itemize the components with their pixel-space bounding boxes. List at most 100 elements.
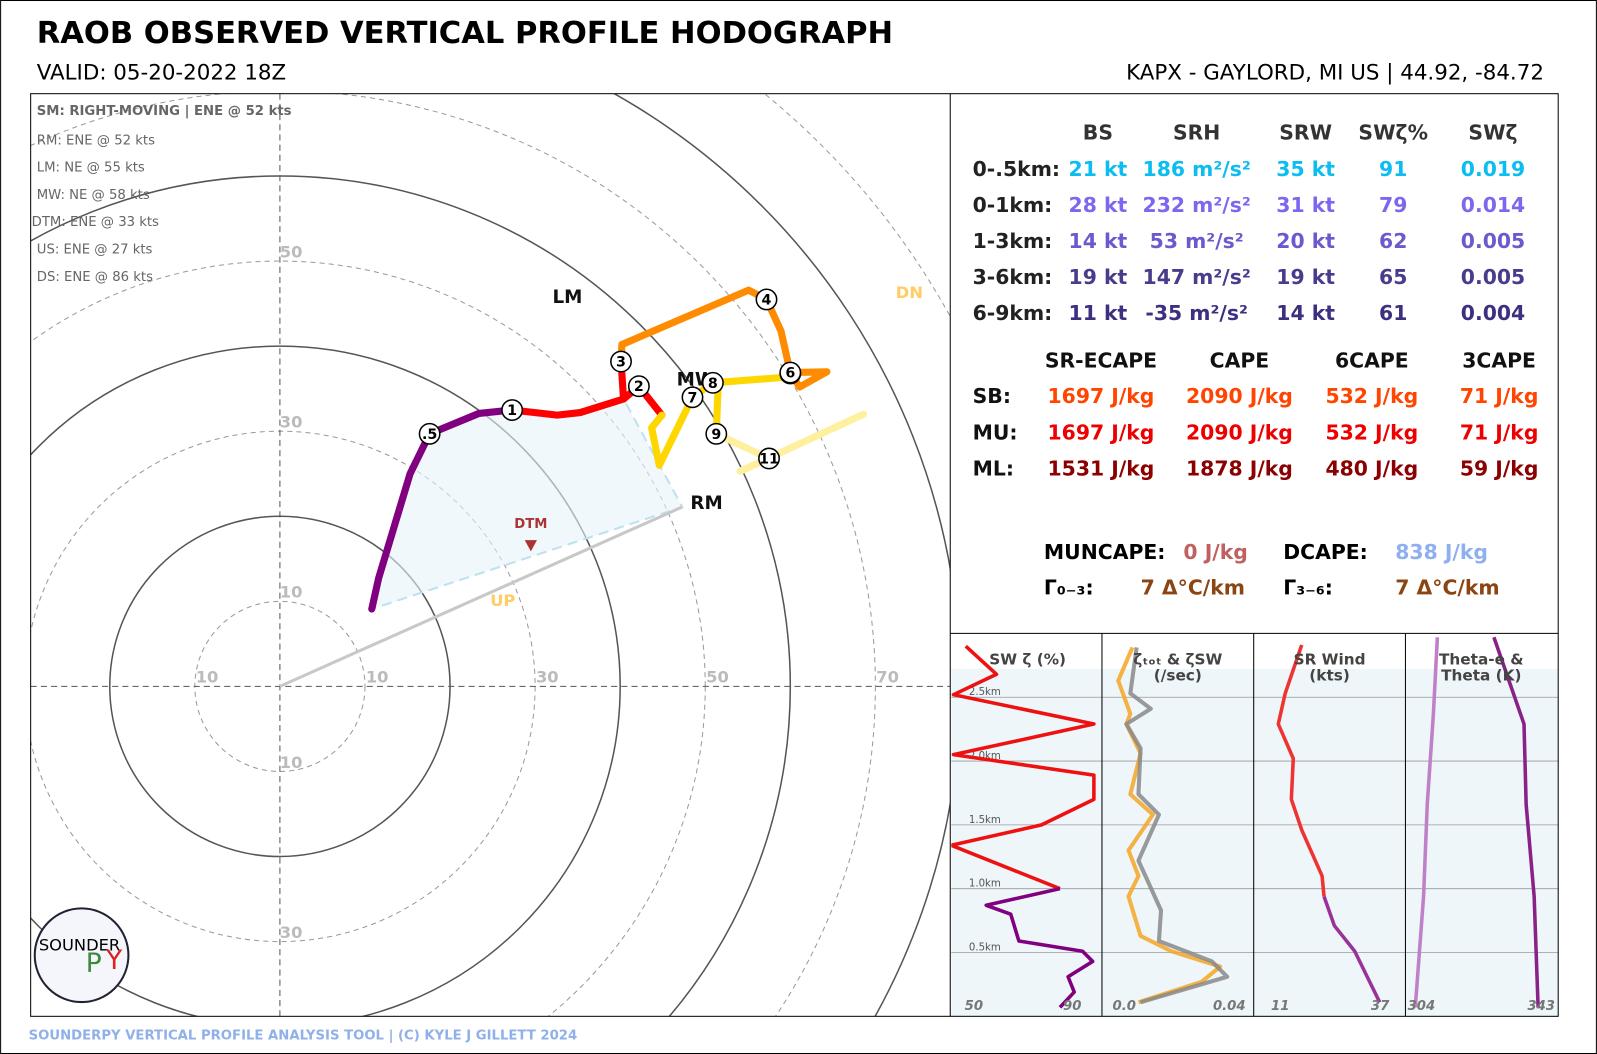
- param-value: 0 J/kg: [1183, 540, 1247, 564]
- legend-line: DS: ENE @ 86 kts: [37, 270, 153, 285]
- logo-word: SOUNDER: [39, 936, 120, 955]
- x-tick-label: 50: [965, 999, 983, 1014]
- table-cell: 53 m²/s²: [1150, 229, 1244, 253]
- height-label: 2.0km: [969, 751, 1001, 762]
- table-header: SWζ%: [1358, 120, 1428, 144]
- legend-line: SM: RIGHT-MOVING | ENE @ 52 kts: [37, 104, 292, 119]
- height-marker: [627, 375, 650, 398]
- station: KAPX - GAYLORD, MI US | 44.92, -84.72: [1126, 60, 1544, 85]
- logo: SOUNDER P Y: [33, 907, 130, 1004]
- param-label: DCAPE:: [1283, 540, 1368, 564]
- height-marker-label: 3: [616, 355, 626, 371]
- hodograph: 10103050701030501030RMDTMLMMWDNUP.512345…: [30, 93, 951, 1017]
- table-cell: 0.005: [1461, 265, 1525, 289]
- height-marker-label: 11: [759, 452, 779, 468]
- table-header: 6CAPE: [1335, 349, 1409, 373]
- legend-line: LM: NE @ 55 kts: [37, 161, 145, 176]
- table-cell: 21 kt: [1069, 157, 1128, 181]
- table-header: SRH: [1173, 120, 1220, 144]
- profile-line: [1124, 647, 1230, 1005]
- panel-title: SW ζ (%): [989, 650, 1066, 668]
- height-marker-label: 4: [762, 292, 772, 308]
- table-cell: 20 kt: [1276, 229, 1335, 253]
- table-cell: 0.019: [1461, 157, 1525, 181]
- motion-label: UP: [490, 591, 515, 610]
- param-value: 7 Δ°C/km: [1395, 576, 1499, 600]
- table-cell: 1697 J/kg: [1048, 384, 1155, 408]
- hodograph-trace: [368, 406, 516, 613]
- table-header: 3CAPE: [1462, 349, 1536, 373]
- y-tick-label: 10: [280, 753, 303, 772]
- hodograph-trace: [648, 373, 794, 469]
- table-cell: 0.005: [1461, 229, 1525, 253]
- x-tick-label: 90: [1063, 999, 1081, 1014]
- x-tick-label: 50: [706, 668, 729, 687]
- row-label: 3-6km:: [973, 265, 1053, 289]
- profile-line: [1322, 895, 1382, 1004]
- ring: [30, 345, 621, 1017]
- row-label: 0-.5km:: [973, 157, 1060, 181]
- height-marker-label: .5: [422, 427, 437, 443]
- profile-line: [984, 886, 1095, 1009]
- table-cell: 79: [1379, 193, 1407, 217]
- legend-line: MW: NE @ 58 kts: [37, 188, 150, 203]
- x-tick-label: 304: [1408, 999, 1436, 1014]
- x-tick-label: 70: [876, 668, 899, 687]
- height-marker-label: 2: [634, 379, 644, 395]
- table-cell: 1697 J/kg: [1048, 420, 1155, 444]
- dtm-marker: [524, 540, 537, 552]
- x-tick-label: 11: [1271, 999, 1289, 1014]
- row-label: 6-9km:: [973, 301, 1053, 325]
- height-marker-label: 1: [507, 403, 517, 419]
- table-cell: 61: [1379, 301, 1407, 325]
- table-cell: 11 kt: [1069, 301, 1128, 325]
- storm-motion-vector: [279, 505, 683, 688]
- row-label: ML:: [973, 456, 1014, 480]
- height-marker-label: 6: [785, 366, 795, 382]
- table-cell: 0.014: [1461, 193, 1525, 217]
- height-marker: [681, 386, 704, 409]
- param-label: Γ₀₋₃:: [1044, 576, 1094, 600]
- panel-title: Theta-e &: [1439, 650, 1524, 668]
- row-label: 1-3km:: [973, 229, 1053, 253]
- profile-panel: [1276, 644, 1382, 1004]
- height-marker: [701, 371, 724, 394]
- height-marker: [755, 288, 778, 311]
- ring: [30, 93, 876, 1017]
- table-header: CAPE: [1210, 349, 1270, 373]
- x-tick-label: 0.04: [1213, 999, 1246, 1014]
- dtm-label: DTM: [514, 517, 547, 532]
- table-cell: 14 kt: [1276, 301, 1335, 325]
- height-marker: [501, 399, 524, 421]
- hodograph-trace: [508, 357, 628, 419]
- panel-title: Theta (K): [1441, 667, 1521, 685]
- height-marker: [418, 422, 441, 445]
- plot-border: [30, 93, 1559, 1017]
- profile-panel: [1413, 636, 1540, 1008]
- table-header: SRW: [1279, 120, 1332, 144]
- panel-title: (/sec): [1154, 667, 1202, 685]
- legend-line: DTM: ENE @ 33 kts: [32, 215, 159, 230]
- height-marker: [758, 447, 780, 470]
- table-cell: 19 kt: [1276, 265, 1335, 289]
- x-tick-label: 0.0: [1113, 999, 1136, 1014]
- profile-line: [1492, 636, 1540, 1008]
- height-label: 1.0km: [969, 879, 1001, 890]
- x-tick-label: 10: [196, 668, 219, 687]
- row-label: SB:: [973, 384, 1011, 408]
- table-header: SR-ECAPE: [1045, 349, 1157, 373]
- panel-title: SR Wind: [1294, 650, 1366, 668]
- row-label: 0-1km:: [973, 193, 1053, 217]
- table-cell: -35 m²/s²: [1145, 301, 1247, 325]
- y-tick-label: 50: [280, 243, 303, 262]
- panel-shade: [951, 669, 1559, 1017]
- table-cell: 19 kt: [1069, 265, 1128, 289]
- footer: SOUNDERPY VERTICAL PROFILE ANALYSIS TOOL…: [29, 1029, 578, 1044]
- y-tick-label: 30: [280, 413, 303, 432]
- x-tick-label: 10: [366, 668, 389, 687]
- profile-line: [951, 644, 1096, 891]
- motion-label: DN: [896, 283, 923, 302]
- table-cell: 532 J/kg: [1325, 420, 1418, 444]
- table-cell: 1878 J/kg: [1186, 456, 1293, 480]
